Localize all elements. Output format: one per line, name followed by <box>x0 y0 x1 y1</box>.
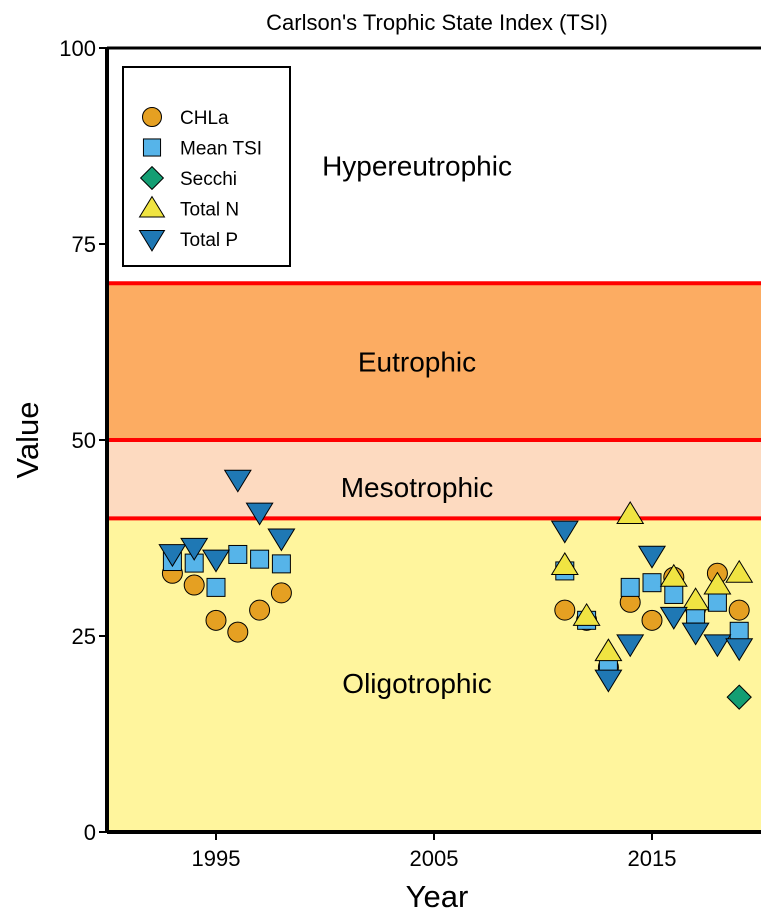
zone-label-hypereutrophic: Hypereutrophic <box>322 151 512 182</box>
point-mean-tsi <box>206 577 226 597</box>
point-chla <box>183 574 205 596</box>
point-total-p <box>245 502 274 526</box>
point-total-p <box>703 634 732 658</box>
x-tick-label: 2015 <box>628 846 677 871</box>
legend-label-secchi: Secchi <box>180 169 237 190</box>
point-mean-tsi <box>642 573 662 593</box>
legend-label-mean-tsi: Mean TSI <box>180 139 262 160</box>
y-tick-label: 75 <box>72 232 96 257</box>
point-total-n <box>616 501 645 524</box>
point-chla <box>641 609 663 631</box>
point-total-n <box>594 638 623 662</box>
point-total-p <box>725 638 754 662</box>
zone-label-eutrophic: Eutrophic <box>358 347 476 378</box>
y-axis-label: Value <box>10 402 45 479</box>
point-secchi <box>726 684 752 710</box>
legend-marker-total-n <box>138 195 166 218</box>
point-chla <box>249 599 271 621</box>
y-tick-label: 25 <box>72 624 96 649</box>
legend-marker-total-p <box>138 229 166 252</box>
point-total-n <box>572 602 601 626</box>
legend-label-total-n: Total N <box>180 200 239 221</box>
point-total-n <box>659 563 688 587</box>
point-total-n <box>703 571 732 595</box>
legend-marker-mean-tsi <box>142 138 162 157</box>
legend: CHLa Mean TSI Secchi Total N Total P <box>122 66 291 267</box>
point-total-p <box>201 549 231 573</box>
data-points <box>158 469 754 710</box>
point-mean-tsi <box>664 584 684 604</box>
legend-marker-chla <box>142 107 162 127</box>
point-total-p <box>223 469 252 493</box>
y-tick-label: 0 <box>84 820 96 845</box>
point-mean-tsi <box>228 544 248 564</box>
legend-label-chla: CHLa <box>180 108 229 129</box>
point-total-p <box>158 544 187 568</box>
point-total-p <box>681 622 710 646</box>
zone-band-mesotrophic <box>107 440 761 519</box>
zone-label-mesotrophic: Mesotrophic <box>341 472 494 503</box>
x-tick-label: 2005 <box>410 846 459 871</box>
point-total-p <box>550 520 579 544</box>
point-total-p <box>180 537 209 561</box>
point-chla <box>205 609 227 631</box>
chart-subtitle: Carlson's Trophic State Index (TSI) <box>266 10 608 35</box>
point-chla <box>728 599 750 621</box>
zone-boundaries <box>107 281 761 521</box>
point-mean-tsi <box>620 577 640 597</box>
axes: 0 25 50 75 100 1995 2005 2015 <box>59 36 761 871</box>
zone-label-oligotrophic: Oligotrophic <box>342 668 491 699</box>
point-chla <box>270 582 292 604</box>
zone-labels: Oligotrophic Mesotrophic Eutrophic Hypereut… <box>322 151 512 699</box>
x-tick-label: 1995 <box>192 846 241 871</box>
point-total-p <box>267 528 296 552</box>
point-mean-tsi <box>271 554 291 574</box>
legend-label-total-p: Total P <box>180 230 238 251</box>
point-mean-tsi <box>729 621 749 641</box>
point-total-p <box>637 545 667 569</box>
point-chla <box>227 621 249 643</box>
point-total-n <box>725 559 754 583</box>
legend-marker-secchi <box>139 165 165 191</box>
point-total-p <box>616 634 645 658</box>
point-total-n <box>681 587 710 611</box>
point-total-n <box>550 551 579 575</box>
point-total-p <box>659 606 688 630</box>
point-chla <box>554 599 576 621</box>
point-mean-tsi <box>250 549 270 569</box>
point-total-p <box>594 669 623 693</box>
y-tick-label: 100 <box>59 36 96 61</box>
y-tick-label: 50 <box>72 428 96 453</box>
x-axis-label: Year <box>406 879 469 914</box>
zone-band-eutrophic <box>107 283 761 440</box>
point-mean-tsi <box>707 592 727 612</box>
